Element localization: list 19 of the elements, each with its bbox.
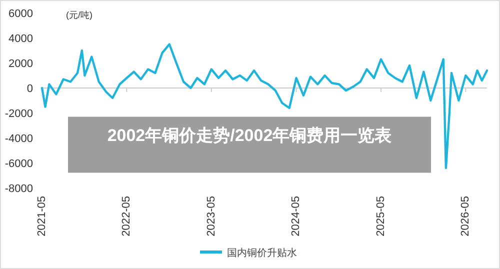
y-tick-label: 6000	[8, 8, 33, 20]
legend-label: 国内铜价升贴水	[227, 247, 297, 259]
x-tick-label: 2024-05	[290, 196, 302, 236]
y-tick-label: -4000	[4, 133, 33, 145]
line-series	[40, 43, 488, 170]
y-tick-label: -2000	[4, 108, 33, 120]
y-tick-label: 4000	[8, 33, 33, 45]
y-axis-title: (元/吨)	[66, 10, 92, 20]
x-tick-label: 2026-05	[460, 196, 472, 236]
y-tick-label: 0	[26, 83, 33, 95]
title: 2002年铜价走势/2002年铜费用一览表	[68, 116, 431, 173]
y-tick-label: -8000	[4, 183, 33, 195]
y-tick-label: -6000	[4, 158, 33, 170]
x-tick-label: 2023-05	[205, 196, 218, 236]
y-tick-label: 2000	[8, 58, 33, 70]
x-tick-label: 2021-05	[36, 196, 48, 236]
legend: 国内铜价升贴水	[200, 248, 297, 259]
x-tick-label: 2025-05	[374, 196, 387, 236]
x-tick-label: 2022-05	[120, 196, 133, 236]
